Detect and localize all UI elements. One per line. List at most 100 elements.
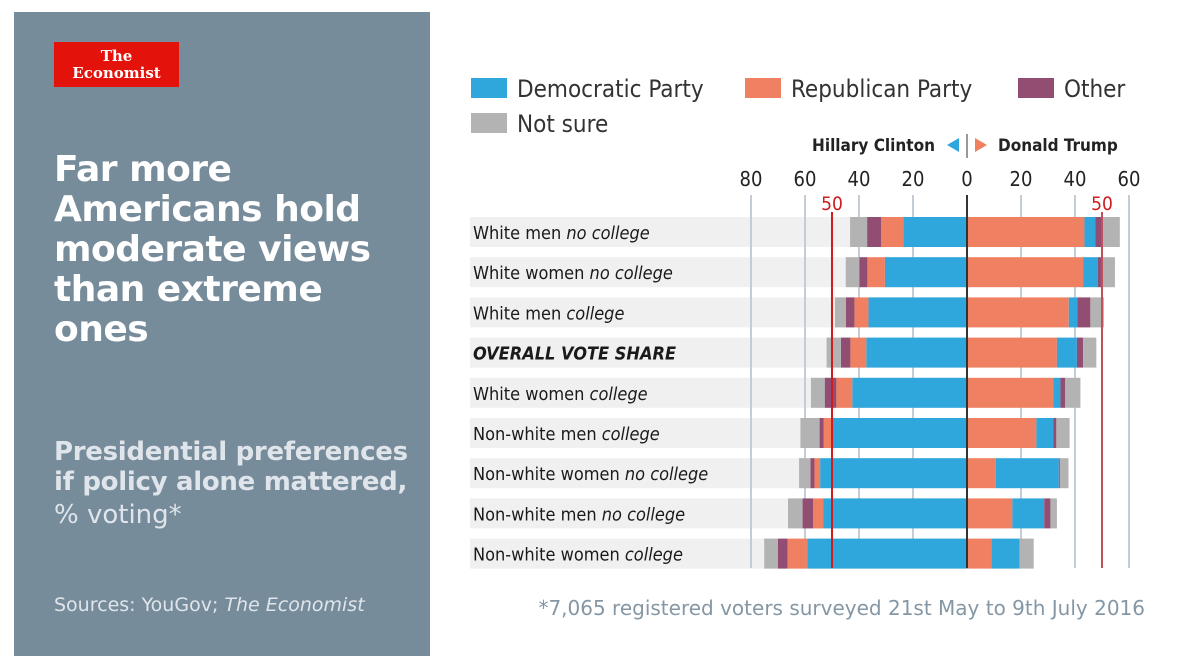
bar-segment [814, 458, 821, 489]
right-side-label: Donald Trump [998, 136, 1118, 156]
bar-segment [832, 418, 967, 448]
bar-segment [1102, 217, 1120, 247]
bar-segment [845, 297, 855, 328]
chart-title: Far more Americans hold moderate views t… [54, 149, 371, 350]
bar-segment [1065, 377, 1081, 408]
bar-segment [1097, 257, 1103, 288]
bar-segment [1059, 458, 1069, 489]
category-label: White men no college [473, 223, 650, 244]
chart-unit: % voting* [54, 500, 182, 530]
reference-label: 50 [821, 193, 843, 215]
bar-segment [854, 297, 869, 328]
bar-segment [787, 538, 808, 569]
bar-segment [1083, 337, 1097, 368]
bar-segment [991, 538, 1020, 569]
chart-subtitle: Presidential preferences if policy alone… [54, 437, 408, 497]
bar-segment [1068, 297, 1078, 328]
bar-segment [967, 337, 1057, 368]
bar-segment [1102, 257, 1115, 288]
bar-segment [850, 337, 867, 368]
bar-segment [859, 257, 868, 288]
legend-label: Not sure [517, 110, 608, 138]
category-main: White men [473, 223, 561, 244]
category-qualifier: no college [597, 504, 686, 525]
bar-segment [967, 217, 1085, 247]
bar-segment [1056, 337, 1077, 368]
category-label: White women no college [473, 263, 673, 284]
bar-segment [967, 297, 1069, 328]
category-qualifier: college [620, 545, 683, 566]
economist-logo: The Economist [54, 42, 179, 87]
bar-segment [807, 538, 967, 569]
bar-segment [1083, 257, 1098, 288]
legend-swatch [1018, 78, 1054, 98]
category-main: White women [473, 263, 584, 284]
bar-segment [867, 257, 885, 288]
legend-label: Democratic Party [517, 75, 704, 103]
category-qualifier: no college [561, 223, 650, 244]
side-panel: The Economist Far more Americans hold mo… [14, 12, 430, 656]
bar-segment [867, 217, 882, 247]
bar-segment [778, 538, 788, 569]
bar-segment [967, 377, 1054, 408]
category-label: Non-white men no college [473, 504, 685, 525]
tick-label: 0 [961, 167, 972, 191]
category-main: Non-white men [473, 424, 597, 445]
tick-label: 40 [1064, 167, 1087, 191]
bar-segment [967, 257, 1084, 288]
bar-segment [1058, 458, 1060, 489]
category-main: White women [473, 384, 584, 405]
bar-segment [1044, 498, 1051, 529]
left-arrow-icon [947, 138, 959, 152]
bar-segment [967, 458, 996, 489]
bar-segment [1012, 498, 1045, 529]
category-main: Non-white men [473, 504, 597, 525]
category-main: White men [473, 303, 561, 324]
bar-segment [1053, 418, 1057, 448]
right-arrow-icon [975, 138, 987, 152]
bar-segment [1053, 377, 1061, 408]
bar-segment [967, 418, 1037, 448]
bar-segment [824, 377, 837, 408]
category-qualifier: no college [584, 263, 673, 284]
category-main: Non-white women [473, 545, 620, 566]
bar-segment [1077, 297, 1091, 328]
bar-segment [1076, 337, 1084, 368]
bar-segment [823, 498, 967, 529]
category-qualifier: no college [620, 464, 709, 485]
bar-segment [903, 217, 967, 247]
category-label: Non-white women no college [473, 464, 708, 485]
legend-swatch [745, 78, 781, 98]
bar-segment [834, 297, 846, 328]
bar-segment [820, 458, 967, 489]
bar-segment [764, 538, 778, 569]
category-label: White men college [473, 303, 624, 324]
bar-segment [995, 458, 1059, 489]
bar-segment [836, 377, 853, 408]
bar-segment [1095, 217, 1103, 247]
bar-segment [826, 337, 841, 368]
bar-segment [810, 458, 815, 489]
bar-segment [967, 538, 992, 569]
category-qualifier: college [597, 424, 660, 445]
source-italic: The Economist [224, 594, 365, 616]
left-side-label: Hillary Clinton [812, 136, 935, 156]
bar-segment [799, 458, 811, 489]
bar-segment [1090, 297, 1104, 328]
bar-segment [1056, 418, 1070, 448]
tick-label: 20 [902, 167, 925, 191]
category-label: OVERALL VOTE SHARE [473, 344, 676, 365]
logo-line-1: The [100, 47, 133, 65]
bar-segment [866, 337, 967, 368]
tick-label: 40 [848, 167, 871, 191]
bar-segment [813, 498, 824, 529]
footnote: *7,065 registered voters surveyed 21st M… [538, 596, 1145, 620]
bar-segment [868, 297, 967, 328]
category-main: OVERALL VOTE SHARE [473, 344, 676, 365]
bar-segment [787, 498, 803, 529]
bar-segment [819, 418, 824, 448]
bar-segment [802, 498, 814, 529]
bar-segment [852, 377, 967, 408]
source-prefix: Sources: YouGov; [54, 594, 225, 616]
